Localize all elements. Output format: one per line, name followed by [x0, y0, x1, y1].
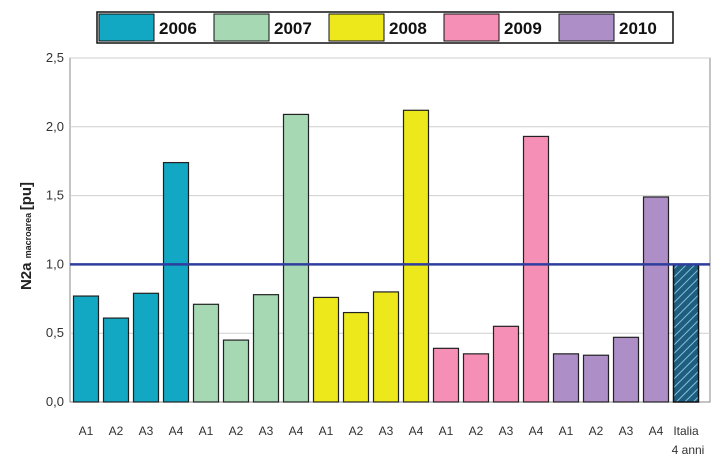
- x-category-label: A4: [169, 424, 184, 438]
- bar-2007-A3: [252, 294, 280, 403]
- x-category-label: A3: [619, 424, 634, 438]
- x-category-label: A2: [469, 424, 484, 438]
- y-tick-label: 0,5: [46, 325, 64, 340]
- legend-label-2008: 2008: [389, 19, 427, 38]
- x-category-label: A3: [259, 424, 274, 438]
- y-axis-label: N2a macroarea [pu]: [18, 182, 35, 290]
- bar-2010-A2: [582, 354, 610, 403]
- bar-2007-A4: [282, 113, 310, 403]
- legend-label-2007: 2007: [274, 19, 312, 38]
- bar-2009-A1: [432, 347, 460, 403]
- bar-2008-A4: [402, 109, 430, 403]
- x-category-label: A4: [409, 424, 424, 438]
- x-category-label: A1: [439, 424, 454, 438]
- bar-2009-A2: [462, 353, 490, 403]
- bar-2008-A2: [342, 311, 370, 403]
- bars: [72, 109, 700, 403]
- legend-label-2009: 2009: [504, 19, 542, 38]
- x-category-label-italia-sub: 4 anni: [672, 443, 705, 457]
- bar-2008-A3: [372, 291, 400, 403]
- legend-swatch-2008: [328, 13, 385, 42]
- y-tick-label: 2,0: [46, 119, 64, 134]
- bar-2009-A4: [522, 135, 550, 403]
- x-category-label: A1: [319, 424, 334, 438]
- legend-swatch-2010: [558, 13, 615, 42]
- bar-2006-A3: [132, 292, 160, 403]
- x-category-label: A1: [199, 424, 214, 438]
- x-category-label: A1: [79, 424, 94, 438]
- x-category-label-italia: Italia: [673, 424, 699, 438]
- x-category-label: A2: [349, 424, 364, 438]
- x-category-label: A1: [559, 424, 574, 438]
- x-category-label: A4: [649, 424, 664, 438]
- y-axis-label-text: N2a macroarea [pu]: [18, 182, 35, 290]
- bar-2006-A1: [72, 295, 100, 403]
- bar-2009-A3: [492, 325, 520, 403]
- bar-2007-A1: [192, 303, 220, 403]
- bar-italia: [672, 263, 700, 403]
- bar-2006-A4: [162, 161, 190, 403]
- legend-label-2010: 2010: [619, 19, 657, 38]
- legend-swatch-2007: [213, 13, 270, 42]
- bar-2006-A2: [102, 317, 130, 403]
- bar-2007-A2: [222, 339, 250, 403]
- y-tick-label: 2,5: [46, 50, 64, 65]
- bar-2010-A1: [552, 353, 580, 403]
- legend-label-2006: 2006: [159, 19, 197, 38]
- x-category-label: A2: [109, 424, 124, 438]
- legend: 2006 2007 2008 2009 2010: [96, 11, 674, 44]
- x-category-label: A3: [499, 424, 514, 438]
- x-category-label: A4: [529, 424, 544, 438]
- bar-2010-A3: [612, 336, 640, 403]
- bar-2008-A1: [312, 296, 340, 403]
- bar-2010-A4: [642, 196, 670, 403]
- legend-swatch-2006: [98, 13, 155, 42]
- x-category-label: A2: [229, 424, 244, 438]
- x-category-label: A4: [289, 424, 304, 438]
- x-category-label: A2: [589, 424, 604, 438]
- y-tick-label: 1,0: [46, 256, 64, 271]
- x-category-label: A3: [139, 424, 154, 438]
- y-axis-ticks: 0,0 0,5 1,0 1,5 2,0 2,5: [46, 50, 64, 409]
- y-tick-label: 0,0: [46, 394, 64, 409]
- legend-swatch-2009: [443, 13, 500, 42]
- x-axis-labels: A1 A2 A3 A4 A1 A2 A3 A4 A1 A2 A3 A4 A1 A2 A3 A4 A1 A2 A3 A4…: [79, 424, 705, 457]
- x-category-label: A3: [379, 424, 394, 438]
- y-tick-label: 1,5: [46, 188, 64, 203]
